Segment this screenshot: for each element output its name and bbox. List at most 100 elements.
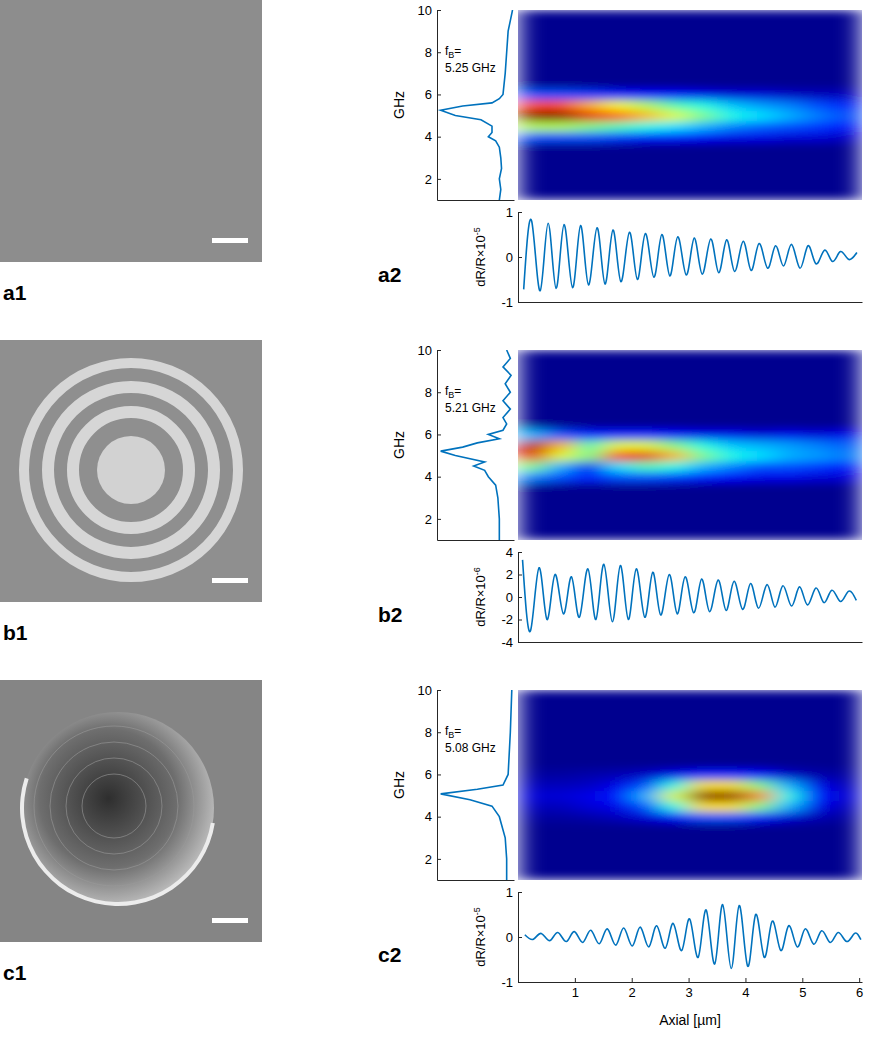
- heatmap-cells: [518, 350, 862, 540]
- annotation-tail: =: [454, 44, 461, 58]
- heatmap-cell: [546, 769, 575, 780]
- axis-line: [438, 880, 515, 881]
- heatmap-background: [518, 10, 862, 200]
- heatmap-cell: [745, 440, 774, 451]
- tick-label: 6: [856, 985, 863, 1000]
- heatmap-cell: [717, 461, 746, 472]
- data-line: [524, 219, 857, 291]
- heatmap-cell: [745, 100, 774, 111]
- heatmap-cell: [660, 121, 689, 132]
- heatmap-cell: [518, 461, 547, 472]
- heatmap-cell: [774, 89, 803, 100]
- tick: 6: [425, 767, 441, 782]
- annotation-tail: =: [454, 384, 461, 398]
- heatmap-cell: [689, 131, 718, 142]
- tick-label: 8: [425, 45, 432, 60]
- tick: 4: [425, 809, 441, 824]
- heatmap-cell: [745, 450, 774, 461]
- axis: [438, 200, 515, 201]
- data-line: [441, 350, 511, 540]
- heatmap-cell: [717, 811, 746, 822]
- axis: -4-2024: [501, 545, 522, 650]
- heatmap-cell: [831, 450, 860, 461]
- heatmap-cell: [518, 121, 547, 132]
- tick-label: 5: [799, 985, 806, 1000]
- axis-title-superscript: -5: [472, 227, 482, 235]
- tick: 4: [742, 978, 749, 1000]
- heatmap-cell: [745, 790, 774, 801]
- heatmap-cell: [546, 89, 575, 100]
- tick-mark: [437, 732, 441, 733]
- heatmap-cell: [717, 440, 746, 451]
- heatmap-cell: [745, 89, 774, 100]
- heatmap-cell: [802, 110, 831, 121]
- heatmap-cell: [660, 811, 689, 822]
- tick-label: -1: [501, 295, 513, 310]
- heatmap-cell: [660, 769, 689, 780]
- tick-label: 2: [425, 852, 432, 867]
- tick-mark: [802, 978, 803, 982]
- heatmap-cell: [717, 471, 746, 482]
- panel-label: b2: [378, 603, 403, 626]
- axis-line: [519, 642, 863, 643]
- heatmap-cell: [831, 461, 860, 472]
- axis-title: GHz: [391, 771, 407, 799]
- tick-mark: [437, 434, 441, 435]
- axis-line: [519, 302, 863, 303]
- plot-area: [523, 560, 857, 632]
- heatmap-cell: [660, 461, 689, 472]
- tick-mark: [437, 179, 441, 180]
- heatmap-cell: [802, 780, 831, 791]
- trace-panel: -101123456dR/R×10-5Axial [µm]c2: [378, 885, 863, 1028]
- panel-label: b1: [3, 621, 28, 644]
- heatmap-cell: [546, 790, 575, 801]
- axis-title-text: dR/R×10: [473, 915, 488, 967]
- heatmap-cell: [774, 110, 803, 121]
- tick: 2: [506, 567, 522, 582]
- heatmap-cell: [689, 811, 718, 822]
- tick: 10: [418, 343, 441, 358]
- heatmap-cell: [717, 450, 746, 461]
- heatmap-cell: [831, 769, 860, 780]
- heatmap-cell: [575, 89, 604, 100]
- heatmap-cell: [518, 100, 547, 111]
- tick-mark: [437, 477, 441, 478]
- tick-label: 1: [572, 985, 579, 1000]
- axis-title: dR/R×10-5: [472, 227, 488, 287]
- tick: 8: [425, 725, 441, 740]
- plot-area: [525, 905, 861, 969]
- heatmap-cell: [632, 471, 661, 482]
- axis-line: [438, 540, 515, 541]
- annotation: 5.08 GHz: [445, 741, 496, 755]
- image-ring: [48, 387, 214, 553]
- axis-title: dR/R×10-5: [472, 907, 488, 967]
- plot-area: [441, 350, 511, 540]
- annotation: fB=: [445, 384, 461, 400]
- heatmap-cell: [802, 100, 831, 111]
- tick-mark: [518, 257, 522, 258]
- tick-label: 6: [425, 767, 432, 782]
- image-rim: [20, 778, 215, 906]
- heatmap-cell: [689, 121, 718, 132]
- heatmap-cell: [660, 100, 689, 111]
- axis: 246810: [418, 683, 441, 881]
- tick: 0: [506, 250, 522, 265]
- heatmap-cell: [745, 780, 774, 791]
- tick: 5: [799, 978, 806, 1000]
- tick: 1: [572, 978, 579, 1000]
- spectrum-panel: 246810GHzfB=5.21 GHz: [391, 343, 515, 541]
- tick-mark: [518, 552, 522, 553]
- tick-mark: [518, 212, 522, 213]
- heatmap-cell: [632, 769, 661, 780]
- heatmap-cell: [717, 100, 746, 111]
- tick-label: 4: [425, 129, 432, 144]
- heatmap-cell: [546, 429, 575, 440]
- plot-area: [518, 10, 862, 200]
- heatmap-cell: [632, 100, 661, 111]
- heatmap-cells: [518, 690, 862, 880]
- image-ring: [73, 412, 189, 528]
- tick-label: 3: [685, 985, 692, 1000]
- heatmap-cell: [745, 811, 774, 822]
- heatmap-cell: [518, 110, 547, 121]
- tick: 2: [425, 512, 441, 527]
